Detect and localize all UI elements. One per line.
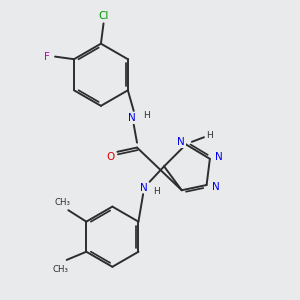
Text: O: O [107,152,115,162]
Text: H: H [143,111,149,120]
Text: N: N [215,152,223,162]
Text: N: N [128,113,136,123]
Text: H: H [153,187,160,196]
Text: F: F [44,52,50,61]
Text: N: N [177,137,185,147]
Text: Cl: Cl [98,11,109,21]
Text: N: N [212,182,220,192]
Text: CH₃: CH₃ [54,197,70,206]
Text: N: N [140,183,148,193]
Text: H: H [206,131,213,140]
Text: CH₃: CH₃ [53,265,69,274]
